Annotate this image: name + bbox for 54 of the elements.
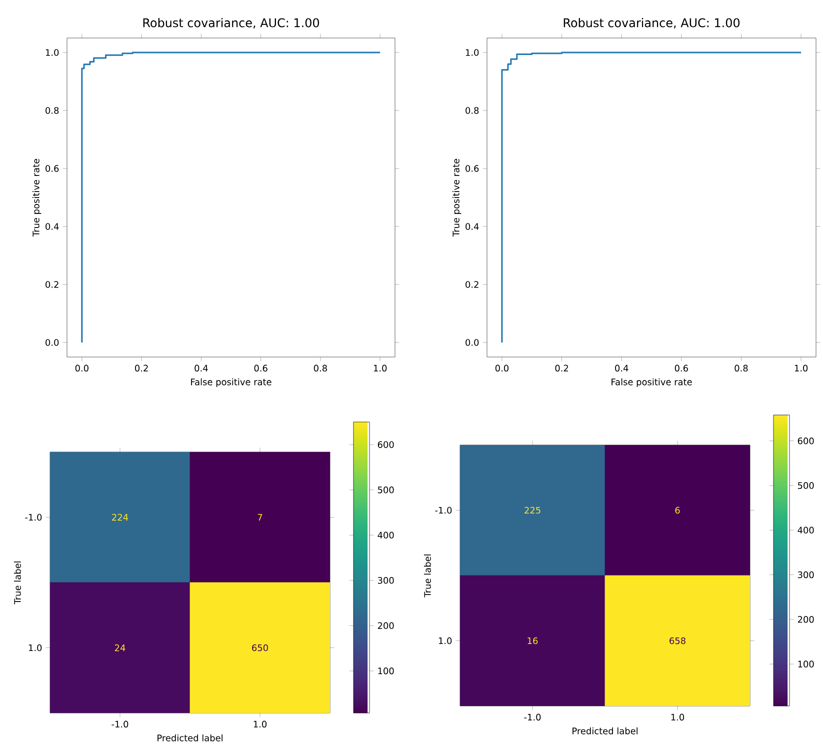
x-tick-label: 0.2	[555, 364, 568, 372]
data-label: 6	[675, 506, 680, 514]
chart-title: Robust covariance, AUC: 1.00	[564, 18, 740, 28]
y-axis-title: True positive rate	[32, 158, 42, 237]
x-tick-label: 0.6	[674, 364, 688, 372]
x-tick-label: 0.2	[135, 364, 148, 372]
y-tick-label: 0.0	[46, 339, 59, 346]
data-label: 225	[524, 506, 540, 514]
x-axis-title: Predicted label	[158, 734, 222, 742]
x-tick-label: 1.0	[374, 364, 387, 372]
y-tick-label: 0.8	[466, 107, 479, 114]
x-axis-title: Predicted label	[572, 727, 638, 734]
color-bar-label: 100	[798, 660, 814, 668]
color-bar-label: 300	[378, 577, 394, 584]
x-tick-label: 0.4	[194, 364, 208, 372]
x-axis-title: False positive rate	[191, 378, 272, 388]
x-tick-label: 0.8	[314, 364, 327, 372]
x-tick-label: 0.4	[615, 364, 628, 372]
y-tick-label: 0.4	[466, 223, 479, 230]
data-label: 16	[528, 637, 538, 644]
y-tick-label: 0.4	[46, 223, 59, 230]
y-tick-label: 0.0	[466, 339, 479, 346]
y-tick-label: 0.6	[46, 165, 59, 172]
color-bar-label: 100	[378, 668, 394, 674]
color-bar-label: 500	[798, 482, 814, 489]
data-label: 224	[112, 514, 128, 521]
color-bar-label: 200	[798, 616, 814, 623]
x-axis-title: False positive rate	[612, 378, 692, 388]
chart-title: Robust covariance, AUC: 1.00	[143, 18, 320, 28]
color-bar-label: 300	[798, 571, 814, 578]
x-tick-label: 0.0	[495, 364, 508, 372]
y-tick-label: 0.2	[466, 281, 478, 288]
x-tick-label: 0.8	[734, 364, 748, 372]
color-bar-label: 400	[798, 526, 814, 534]
y-tick-label: 1.0	[46, 49, 59, 56]
x-tick-label: 0.0	[75, 364, 88, 372]
data-label: 650	[252, 644, 268, 652]
y-tick-label: 1.0	[466, 49, 479, 56]
color-bar-label: 400	[378, 532, 394, 539]
y-tick-label: 0.2	[46, 281, 58, 288]
color-bar-label: 600	[378, 441, 394, 448]
data-label: 7	[258, 514, 262, 521]
y-axis-title: True label	[14, 562, 21, 604]
y-tick-label: 0.8	[46, 107, 59, 114]
color-bar-label: 200	[378, 622, 394, 630]
y-axis-title: True positive rate	[452, 158, 462, 237]
data-label: 658	[670, 637, 686, 644]
y-tick-label: 0.6	[466, 165, 479, 172]
x-tick-label: 0.6	[254, 364, 268, 372]
color-bar-label: 600	[798, 437, 814, 444]
data-label: 24	[114, 644, 126, 652]
color-bar-label: 500	[378, 486, 394, 494]
y-axis-title: True label	[424, 554, 431, 598]
x-tick-label: 1.0	[794, 364, 808, 372]
